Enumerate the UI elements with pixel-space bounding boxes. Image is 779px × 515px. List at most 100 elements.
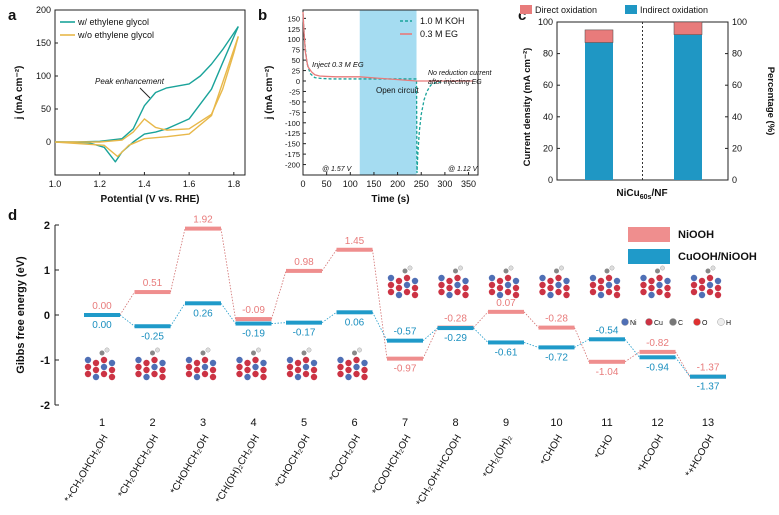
- connector: [170, 228, 186, 293]
- intermediate-label: *CHOCH₂OH: [273, 433, 312, 490]
- structure-top-13: [690, 265, 722, 299]
- atom: [589, 288, 597, 296]
- atom: [99, 350, 105, 356]
- atom: [705, 268, 711, 274]
- atom: [159, 359, 166, 367]
- atom: [411, 284, 419, 292]
- atom: [185, 363, 193, 371]
- atom: [361, 359, 368, 367]
- step-number: 8: [452, 417, 458, 429]
- nioooh-value: 1.92: [193, 215, 213, 226]
- energy-level-bar: [538, 345, 575, 350]
- atom: [462, 277, 469, 285]
- atom: [609, 265, 615, 271]
- connector: [523, 342, 539, 348]
- panel-b-axes: [302, 9, 479, 176]
- atom: [92, 359, 100, 367]
- intermediate-label: *+HCOOH: [684, 433, 717, 479]
- nioooh-value: -1.04: [596, 367, 619, 378]
- y-tick-label: -2: [40, 400, 50, 412]
- intermediate-label: *COOHCH₂OH: [370, 433, 413, 497]
- bar-current-indirect: [585, 42, 613, 180]
- atom: [185, 370, 193, 378]
- connector: [574, 338, 590, 348]
- energy-level-bar: [488, 309, 524, 314]
- step-number: 7: [402, 417, 408, 429]
- atom: [660, 265, 665, 271]
- atom: [244, 373, 251, 381]
- series-line: [55, 36, 239, 143]
- atom: [559, 265, 564, 271]
- atom: [345, 373, 352, 381]
- atom: [512, 284, 520, 292]
- atom: [488, 288, 496, 296]
- atom: [286, 363, 294, 371]
- atom: [260, 359, 267, 367]
- y-tick-label-right: 80: [732, 49, 742, 59]
- atom: [84, 363, 92, 371]
- cuooh-value: -0.72: [545, 352, 568, 363]
- cuooh-value: 0.00: [92, 320, 112, 331]
- atom: [504, 274, 512, 282]
- atom: [508, 265, 514, 271]
- atom: [256, 347, 261, 353]
- atom: [714, 284, 722, 292]
- atom: [151, 363, 158, 371]
- legend-swatch-niooh: [628, 227, 670, 242]
- atom: [92, 373, 100, 381]
- x-tick-label: 1.2: [93, 179, 106, 189]
- element-key-dot: [645, 318, 653, 326]
- energy-level-bar: [185, 226, 221, 231]
- atom: [337, 356, 344, 364]
- atom: [656, 281, 663, 289]
- energy-level-bar: [639, 349, 676, 354]
- atom: [135, 356, 142, 364]
- atom: [403, 288, 411, 296]
- atom: [403, 274, 411, 282]
- atom: [555, 288, 562, 296]
- atom: [143, 366, 150, 374]
- atom: [706, 281, 714, 289]
- atom: [352, 350, 357, 356]
- atom: [554, 268, 559, 274]
- y-tick-label: -150: [285, 140, 300, 149]
- x-tick-label: 50: [322, 179, 332, 189]
- atom: [310, 373, 318, 381]
- connector: [321, 249, 337, 272]
- atom: [655, 268, 660, 274]
- atom: [200, 350, 206, 356]
- y-tick-label: 75: [292, 46, 300, 55]
- energy-level-bar: [589, 337, 625, 342]
- step-number: 4: [250, 417, 256, 429]
- atom: [512, 291, 520, 299]
- atom: [151, 370, 158, 378]
- atom: [108, 366, 116, 374]
- atom: [84, 356, 92, 364]
- atom: [714, 277, 722, 285]
- atom: [512, 277, 520, 285]
- energy-level-bar: [134, 290, 171, 295]
- y-tick-label-right: 0: [732, 175, 737, 185]
- x-tick-label: 300: [437, 179, 452, 189]
- atom: [387, 281, 395, 289]
- energy-level-bar: [589, 359, 625, 364]
- structure-top-12: [640, 265, 671, 299]
- series-koh: [302, 14, 474, 173]
- atom: [690, 288, 698, 296]
- y-tick-label: 1: [44, 265, 50, 277]
- atom: [353, 356, 360, 364]
- y-tick-label: 100: [287, 35, 300, 44]
- atom: [155, 347, 160, 353]
- energy-level-bar: [336, 247, 373, 252]
- legend-swatch-cuooh: [628, 249, 670, 264]
- element-key-label: O: [702, 320, 708, 327]
- nioooh-value: -0.82: [646, 338, 669, 349]
- atom: [648, 277, 655, 285]
- atom: [613, 284, 621, 292]
- element-key-dot: [717, 318, 725, 326]
- y-tick-label: -25: [289, 87, 300, 96]
- atom: [185, 356, 193, 364]
- atom: [504, 281, 512, 289]
- atom: [706, 274, 714, 282]
- y-tick-label: -1: [40, 355, 50, 367]
